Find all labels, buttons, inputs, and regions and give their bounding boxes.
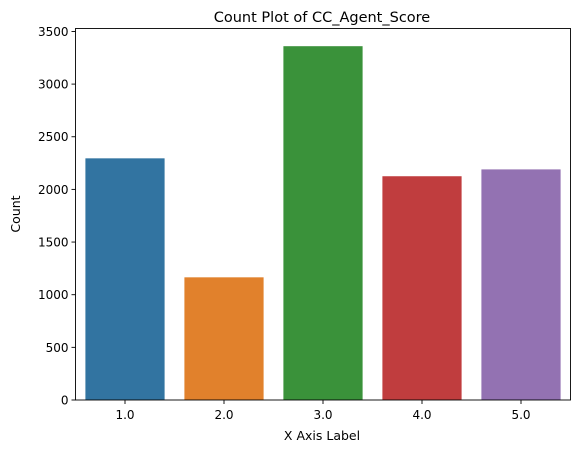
y-tick-label: 1000 [38, 288, 69, 302]
x-tick-label: 2.0 [214, 408, 233, 422]
y-tick-label: 0 [61, 394, 69, 408]
x-axis-label: X Axis Label [284, 428, 360, 443]
x-tick-label: 3.0 [313, 408, 332, 422]
x-tick-label: 4.0 [412, 408, 431, 422]
bar-5.0 [481, 169, 561, 400]
y-tick-label: 2000 [38, 183, 69, 197]
y-tick-label: 2500 [38, 130, 69, 144]
x-tick-label: 5.0 [511, 408, 530, 422]
bar-3.0 [283, 46, 363, 400]
bar-1.0 [85, 158, 165, 400]
plot-frame [75, 28, 571, 401]
y-tick-label: 1500 [38, 236, 69, 250]
y-tick-label: 3500 [38, 25, 69, 39]
y-axis-label: Count [8, 195, 23, 232]
bar-4.0 [382, 176, 462, 400]
bar-2.0 [184, 277, 264, 400]
x-tick-label: 1.0 [115, 408, 134, 422]
bars-layer [85, 46, 561, 400]
y-tick-label: 500 [46, 341, 69, 355]
x-axis-ticks: 1.0 2.0 3.0 4.0 5.0 [115, 400, 531, 422]
y-axis-ticks: 0 500 1000 1500 2000 2500 3000 3500 [38, 25, 76, 408]
y-tick-label: 3000 [38, 78, 69, 92]
chart-title: Count Plot of CC_Agent_Score [214, 10, 431, 26]
